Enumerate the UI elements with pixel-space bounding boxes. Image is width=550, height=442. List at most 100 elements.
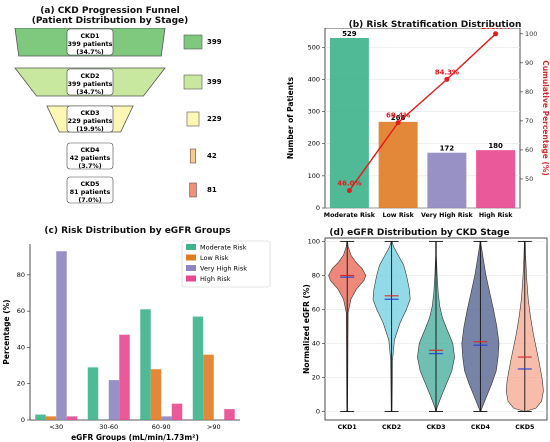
plot-frame xyxy=(324,237,548,421)
funnel-title-line1: (a) CKD Progression Funnel xyxy=(40,6,180,16)
funnel-label-text: 399 patients xyxy=(68,41,113,48)
group-bar xyxy=(35,414,46,420)
funnel-label-text: 42 patients xyxy=(70,155,111,162)
y-axis-label: Percentage (%) xyxy=(2,299,11,364)
x-tick-label: Very High Risk xyxy=(421,212,474,219)
group-bar xyxy=(224,409,235,420)
funnel-subtitle: (Patient Distribution by Stage) xyxy=(31,16,189,26)
y2-tick-label: 90 xyxy=(525,59,533,67)
y2-tick-label: 50 xyxy=(525,175,533,183)
y-tick-label: 100 xyxy=(308,172,320,180)
cumulative-label: 100.0% xyxy=(481,28,510,31)
funnel-label-text: (34.7%) xyxy=(76,49,104,56)
risk-bar-value: 268 xyxy=(391,114,406,122)
y-tick-label: 40 xyxy=(312,339,320,347)
x-tick-label: CKD3 xyxy=(426,424,445,431)
funnel-count-label: 42 xyxy=(207,152,217,160)
x-tick-label: >90 xyxy=(207,423,221,431)
y-tick-label: 300 xyxy=(308,108,320,116)
egfr-group-chart: 0 20 40 60 80 <30 30-60 60-90 >90 eGFR Groups (mL… xyxy=(2,240,271,441)
y2-tick-label: 80 xyxy=(525,88,533,96)
x-tick-label: CKD1 xyxy=(338,424,357,431)
y-tick-label: 0 xyxy=(316,407,320,415)
risk-bar xyxy=(476,150,516,208)
funnel-count-label: 229 xyxy=(207,115,222,123)
x-tick-label: Moderate Risk xyxy=(324,212,376,219)
y-tick-label: 400 xyxy=(308,75,320,83)
group-bar xyxy=(56,251,67,420)
group-bar xyxy=(203,354,214,420)
legend-swatch xyxy=(186,254,196,261)
funnel-label-box xyxy=(66,176,114,204)
funnel-label-text: CKD1 xyxy=(80,33,99,40)
y-tick-label: 80 xyxy=(312,271,320,279)
x-tick-label: High Risk xyxy=(479,212,513,219)
y-tick-label: 100 xyxy=(308,237,320,245)
group-bar xyxy=(171,403,183,420)
funnel-label-text: 81 patients xyxy=(70,189,111,196)
legend-swatch xyxy=(186,244,196,250)
cumulative-point xyxy=(493,31,499,37)
funnel-title: (a) CKD Progression Funnel (Patient Dist… xyxy=(0,6,220,26)
y-tick-label: 60 xyxy=(312,305,320,313)
funnel-count-bar xyxy=(183,34,203,50)
y-tick-label: 40 xyxy=(17,343,25,351)
y-tick-label: 0 xyxy=(21,416,25,424)
y2-tick-label: 100 xyxy=(525,30,537,38)
cumulative-line xyxy=(348,33,497,191)
funnel-label-text: (34.7%) xyxy=(76,89,104,96)
cumulative-label: 69.4% xyxy=(386,112,410,120)
funnel-label-text: (7.0%) xyxy=(78,197,101,204)
funnel-count-label: 81 xyxy=(207,186,217,194)
x-tick-label: 30-60 xyxy=(99,423,118,431)
violin-chart: 0 20 40 60 80 100 CKD1 CKD2 CKD3 CKD4 CKD5 Normaliz… xyxy=(302,237,548,431)
group-bar xyxy=(192,316,204,420)
funnel-label-box xyxy=(66,142,114,170)
x-tick-label: Low Risk xyxy=(382,212,414,219)
funnel-count-bar xyxy=(189,182,197,198)
y-tick-label: 200 xyxy=(308,140,320,148)
funnel-label-text: CKD2 xyxy=(80,73,99,80)
funnel-label-text: 229 patients xyxy=(68,118,113,125)
cumulative-point xyxy=(395,120,401,126)
y2-tick-label: 70 xyxy=(525,117,533,125)
cumulative-point xyxy=(346,188,352,194)
group-bar xyxy=(66,416,78,420)
x-tick-label: <30 xyxy=(49,423,63,431)
risk-bar xyxy=(378,121,418,208)
legend-label: Very High Risk xyxy=(200,265,247,273)
funnel-label-text: 399 patients xyxy=(68,81,113,88)
funnel-count-label: 399 xyxy=(207,78,222,86)
risk-bar xyxy=(427,152,467,208)
risk-bar-value: 180 xyxy=(488,142,503,150)
funnel-label-box xyxy=(66,68,114,96)
x-tick-label: CKD2 xyxy=(382,424,401,431)
risk-bar-value: 529 xyxy=(342,30,357,38)
funnel-label-text: (3.7%) xyxy=(78,163,101,170)
y-tick-label: 0 xyxy=(316,204,320,212)
cumulative-label: 46.0% xyxy=(337,180,361,188)
egfr-group-title: (c) Risk Distribution by eGFR Groups xyxy=(44,226,231,236)
risk-bar-title: (b) Risk Stratification Distribution xyxy=(348,20,522,30)
risk-bar-chart: 0 100 200 300 400 500 50 60 70 80 90 100 529 Moderate… xyxy=(286,28,550,219)
group-bar xyxy=(119,334,130,420)
cumulative-label: 84.3% xyxy=(435,68,459,76)
group-bar xyxy=(150,369,162,420)
funnel-label-box xyxy=(66,105,114,133)
risk-bar-value: 172 xyxy=(440,145,455,153)
legend-label: Low Risk xyxy=(200,254,229,262)
funnel-count-bar xyxy=(183,74,203,90)
x-tick-label: CKD5 xyxy=(515,424,534,431)
x-axis-label: eGFR Groups (mL/min/1.73m²) xyxy=(71,433,199,441)
y-axis-label: Number of Patients xyxy=(286,76,295,159)
group-bar xyxy=(87,367,99,420)
y-tick-label: 80 xyxy=(17,271,25,279)
funnel-count-bar xyxy=(189,148,197,164)
funnel-label-text: CKD4 xyxy=(80,147,100,154)
funnel-label-box xyxy=(66,28,114,56)
y-tick-label: 20 xyxy=(17,380,25,388)
x-tick-label: 60-90 xyxy=(152,423,171,431)
y2-tick-label: 60 xyxy=(525,146,533,154)
funnel-label-text: (19.9%) xyxy=(76,126,104,133)
